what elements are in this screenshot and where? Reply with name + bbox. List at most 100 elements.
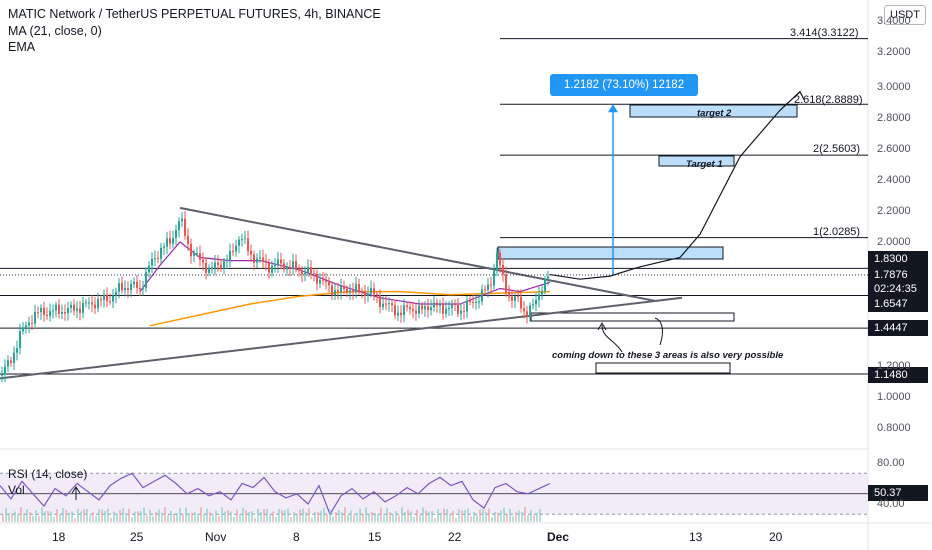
candle-body bbox=[313, 273, 315, 275]
candle-body bbox=[160, 247, 162, 259]
ma-indicator-label[interactable]: MA (21, close, 0) bbox=[8, 24, 102, 38]
candle-body bbox=[88, 302, 90, 304]
volume-bar bbox=[203, 513, 205, 522]
volume-bar bbox=[452, 511, 454, 522]
candle-body bbox=[343, 285, 345, 290]
candle-body bbox=[385, 303, 387, 305]
y-tick-label: 2.2000 bbox=[877, 205, 911, 217]
fib-level-label: 1(2.0285) bbox=[813, 226, 861, 238]
volume-bar bbox=[107, 508, 109, 522]
volume-bar bbox=[371, 512, 373, 522]
candle-body bbox=[322, 279, 324, 281]
y-tick-label: 2.8000 bbox=[877, 112, 911, 124]
volume-bar bbox=[458, 509, 460, 522]
candle-body bbox=[298, 268, 300, 271]
candle-body bbox=[487, 284, 489, 290]
volume-bar bbox=[206, 508, 208, 522]
volume-bar bbox=[347, 514, 349, 522]
candle-body bbox=[412, 309, 414, 311]
candle-body bbox=[502, 265, 504, 275]
rsi-tick-label: 40.00 bbox=[877, 498, 905, 510]
candle-body bbox=[22, 327, 24, 332]
candle-body bbox=[364, 291, 366, 297]
volume-bar bbox=[179, 508, 181, 522]
candle-body bbox=[325, 279, 327, 282]
vol-label[interactable]: Vol bbox=[8, 483, 25, 497]
candle-body bbox=[475, 301, 477, 303]
rsi-line bbox=[0, 472, 551, 516]
volume-bar bbox=[269, 514, 271, 522]
candle-body bbox=[391, 303, 393, 306]
candle-body bbox=[253, 254, 255, 263]
volume-bar bbox=[377, 514, 379, 522]
candle-body bbox=[400, 312, 402, 316]
volume-bar bbox=[122, 508, 124, 522]
support-price-tag: 1.1480 bbox=[868, 367, 928, 383]
volume-bar bbox=[23, 513, 25, 522]
candle-body bbox=[124, 288, 126, 291]
volume-bar bbox=[272, 511, 274, 522]
candle-body bbox=[271, 265, 273, 273]
volume-bar bbox=[218, 515, 220, 522]
candle-body bbox=[217, 262, 219, 265]
volume-bar bbox=[209, 512, 211, 522]
volume-bar bbox=[236, 509, 238, 522]
candle-body bbox=[478, 301, 480, 303]
candle-body bbox=[55, 304, 57, 311]
volume-bar bbox=[368, 513, 370, 522]
volume-bar bbox=[395, 511, 397, 522]
candle-body bbox=[427, 306, 429, 311]
candle-body bbox=[484, 289, 486, 291]
candle-body bbox=[466, 300, 468, 312]
volume-bar bbox=[401, 507, 403, 522]
candle-body bbox=[301, 270, 303, 275]
x-tick-label: 20 bbox=[769, 530, 783, 544]
volume-bar bbox=[14, 511, 16, 522]
volume-bar bbox=[464, 510, 466, 522]
candle-body bbox=[16, 348, 18, 353]
target-1-label: Target 1 bbox=[686, 159, 723, 170]
volume-bar bbox=[38, 515, 40, 522]
candle-body bbox=[64, 311, 66, 314]
volume-bar bbox=[518, 510, 520, 522]
currency-selector[interactable]: USDT bbox=[884, 5, 926, 25]
volume-bar bbox=[434, 518, 436, 522]
candle-body bbox=[100, 299, 102, 301]
volume-bar bbox=[314, 511, 316, 522]
ema-indicator-label[interactable]: EMA bbox=[8, 40, 36, 54]
candle-body bbox=[496, 252, 498, 271]
y-tick-label: 1.0000 bbox=[877, 391, 911, 403]
candle-body bbox=[490, 284, 492, 286]
volume-bar bbox=[527, 515, 529, 522]
candle-body bbox=[265, 260, 267, 263]
y-tick-label: 2.0000 bbox=[877, 236, 911, 248]
candle-body bbox=[463, 310, 465, 312]
candle-body bbox=[514, 296, 516, 301]
volume-bar bbox=[77, 508, 79, 522]
y-tick-label: 2.6000 bbox=[877, 143, 911, 155]
candle-body bbox=[214, 262, 216, 268]
volume-bar bbox=[425, 510, 427, 522]
volume-bar bbox=[446, 509, 448, 522]
candle-body bbox=[358, 284, 360, 291]
volume-bar bbox=[257, 508, 259, 522]
fib-level-label: 3.414(3.3122) bbox=[790, 27, 859, 39]
candle-body bbox=[292, 261, 294, 269]
rsi-label[interactable]: RSI (14, close) bbox=[8, 467, 88, 481]
candle-body bbox=[49, 310, 51, 316]
annotation-note: coming down to these 3 areas is also ver… bbox=[552, 350, 784, 361]
candle-body bbox=[250, 250, 252, 255]
volume-bar bbox=[515, 512, 517, 522]
candle-body bbox=[472, 301, 474, 303]
candle-body bbox=[538, 294, 540, 300]
volume-bar bbox=[335, 512, 337, 522]
candle-body bbox=[334, 290, 336, 296]
volume-bar bbox=[296, 514, 298, 522]
candle-body bbox=[148, 265, 150, 273]
measure-label: 1.2182 (73.10%) 12182 bbox=[550, 74, 698, 96]
volume-bar bbox=[404, 512, 406, 522]
candle-body bbox=[544, 278, 546, 291]
volume-bar bbox=[200, 507, 202, 522]
